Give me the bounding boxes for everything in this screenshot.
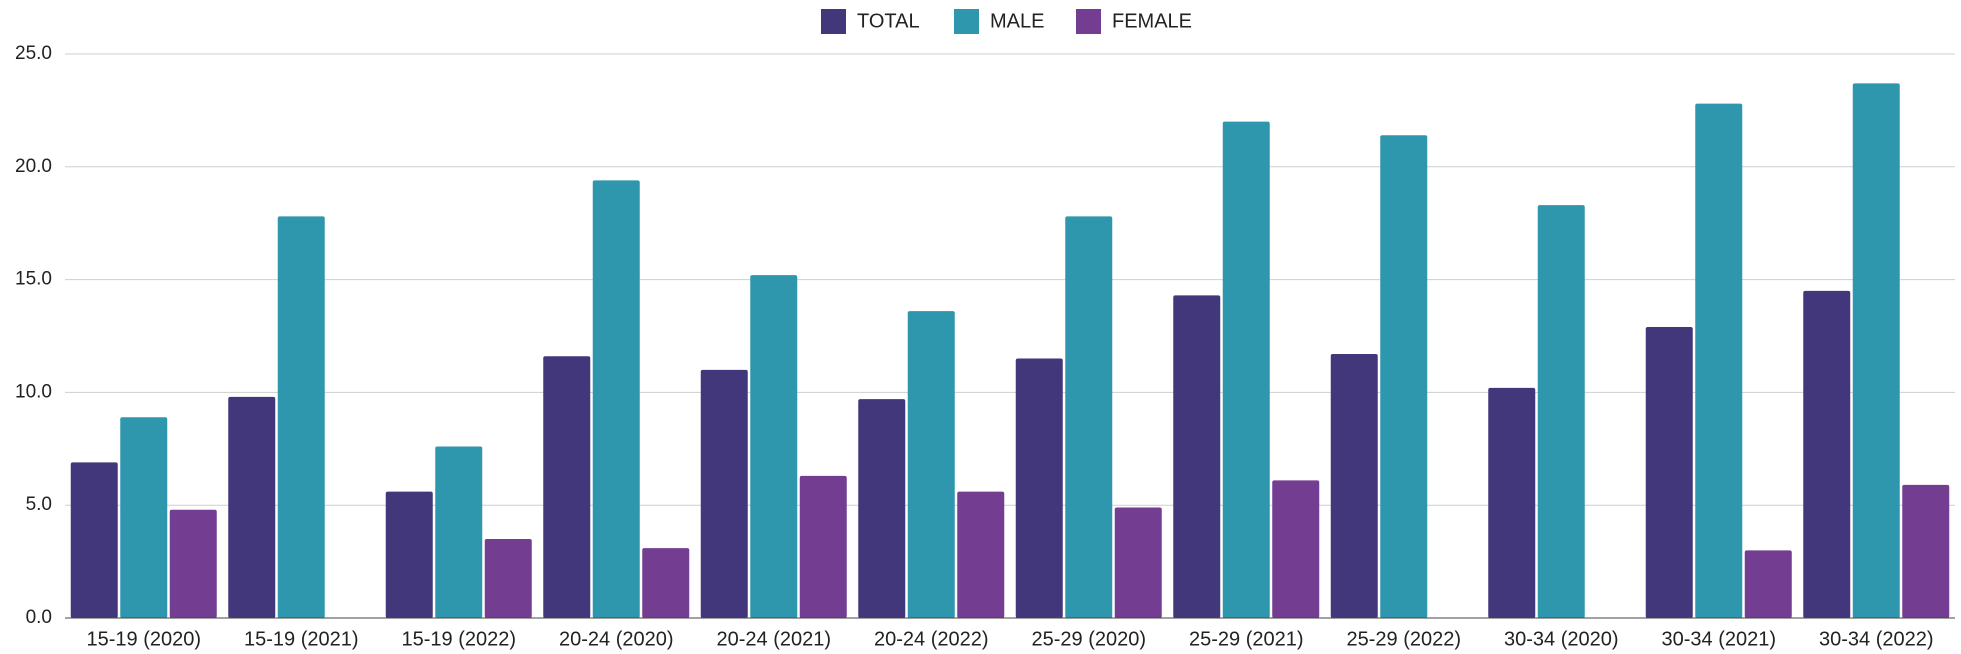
bar <box>1645 326 1693 618</box>
y-tick-label: 15.0 <box>15 269 52 290</box>
y-tick-label: 25.0 <box>15 43 52 64</box>
bar <box>592 180 640 618</box>
x-tick-label: 20-24 (2021) <box>716 628 831 650</box>
bar <box>277 216 325 618</box>
x-tick-label: 30-34 (2022) <box>1819 628 1934 650</box>
x-tick-label: 25-29 (2021) <box>1189 628 1304 650</box>
bar <box>385 491 433 618</box>
x-tick-label: 20-24 (2020) <box>559 628 674 650</box>
bar <box>907 311 955 618</box>
x-tick-label: 30-34 (2020) <box>1504 628 1619 650</box>
bar <box>750 275 798 618</box>
x-tick-label: 15-19 (2021) <box>244 628 359 650</box>
bar <box>435 446 483 618</box>
x-tick-label: 25-29 (2020) <box>1031 628 1146 650</box>
bar <box>120 417 168 618</box>
y-tick-label: 0.0 <box>26 607 52 628</box>
y-tick-label: 5.0 <box>26 494 52 515</box>
bar <box>1902 484 1950 618</box>
x-tick-label: 25-29 (2022) <box>1346 628 1461 650</box>
legend-label: MALE <box>990 10 1044 32</box>
legend-label: TOTAL <box>857 10 920 32</box>
legend-swatch <box>954 9 979 34</box>
bar <box>1065 216 1113 618</box>
bar <box>1537 205 1585 619</box>
bar <box>957 491 1005 618</box>
x-tick-label: 20-24 (2022) <box>874 628 989 650</box>
bar <box>700 369 748 618</box>
bar <box>799 475 847 618</box>
bar <box>1114 507 1162 618</box>
bar <box>1272 480 1320 618</box>
bar <box>543 356 591 618</box>
x-tick-label: 15-19 (2020) <box>86 628 201 650</box>
legend-swatch <box>821 9 846 34</box>
bar <box>70 462 118 618</box>
bar <box>1380 135 1428 618</box>
legend-label: FEMALE <box>1112 10 1192 32</box>
bar <box>1852 83 1900 618</box>
bar <box>1744 550 1792 618</box>
bar <box>1488 387 1536 618</box>
legend-swatch <box>1076 9 1101 34</box>
y-tick-label: 10.0 <box>15 381 52 402</box>
bar <box>1695 103 1743 618</box>
x-tick-label: 30-34 (2021) <box>1661 628 1776 650</box>
bar <box>1173 295 1221 618</box>
bar <box>1803 290 1851 618</box>
bar <box>1015 358 1063 618</box>
bar <box>642 548 690 618</box>
bar <box>228 396 276 618</box>
bar <box>169 509 217 618</box>
bar <box>1222 121 1270 619</box>
x-tick-label: 15-19 (2022) <box>401 628 516 650</box>
bar <box>1330 354 1378 618</box>
bar <box>858 399 906 618</box>
y-tick-label: 20.0 <box>15 156 52 177</box>
bar <box>484 539 532 618</box>
